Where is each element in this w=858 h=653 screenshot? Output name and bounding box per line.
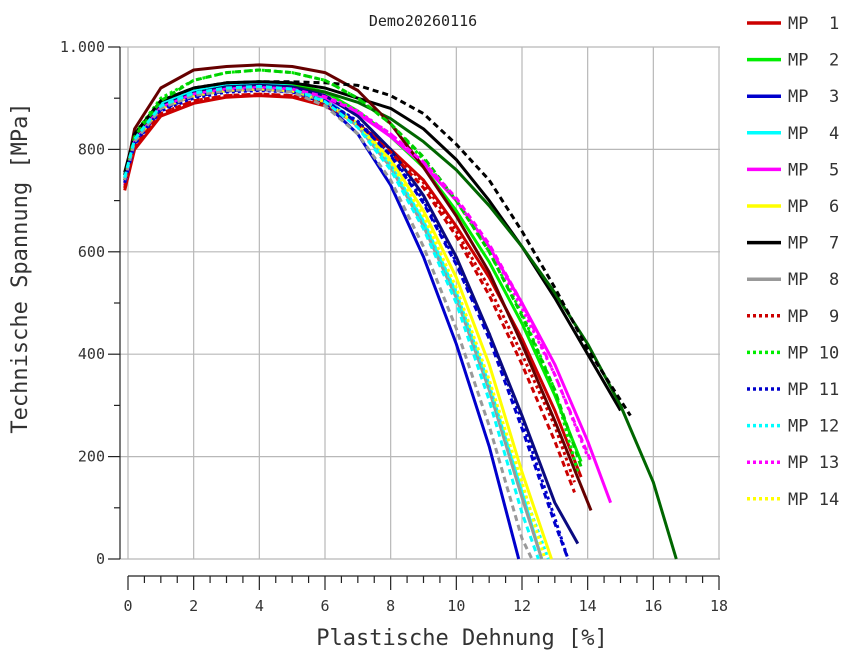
y-tick-label: 0 — [96, 550, 105, 568]
grid — [120, 46, 720, 560]
x-tick-label: 16 — [644, 597, 662, 615]
series-line — [123, 87, 547, 560]
series-line — [123, 87, 521, 560]
x-tick-label: 0 — [123, 597, 132, 615]
legend-label: MP 2 — [788, 51, 839, 71]
series-line — [123, 80, 632, 417]
y-tick-label: 200 — [78, 448, 105, 466]
x-tick-label: 4 — [255, 597, 264, 615]
y-tick-label: 600 — [78, 243, 105, 261]
series-line — [123, 83, 678, 560]
chart-title: Demo20260116 — [369, 12, 477, 30]
series-line — [123, 87, 534, 560]
legend-label: MP 3 — [788, 87, 839, 107]
x-tick-label: 2 — [189, 597, 198, 615]
series-line — [123, 82, 544, 560]
legend-label: MP 10 — [788, 343, 839, 363]
y-tick-label: 400 — [78, 345, 105, 363]
legend-label: MP 9 — [788, 307, 839, 327]
series-line — [123, 68, 580, 473]
legend-label: MP 11 — [788, 380, 839, 400]
curves — [123, 63, 678, 560]
series-line — [123, 63, 593, 511]
legend-label: MP 5 — [788, 160, 839, 180]
legend-label: MP 4 — [788, 124, 839, 144]
x-tick-label: 10 — [447, 597, 465, 615]
legend-label: MP 8 — [788, 270, 839, 290]
x-tick-label: 8 — [386, 597, 395, 615]
x-tick-label: 14 — [579, 597, 597, 615]
legend-label: MP 12 — [788, 417, 839, 437]
axes: 0 200 400 600 800 1.000 0 2 4 6 8 10 12 14 16 18 — [60, 38, 728, 615]
x-axis-label: Plastische Dehnung [%] — [316, 626, 607, 651]
legend-label: MP 1 — [788, 14, 839, 34]
x-tick-label: 18 — [710, 597, 728, 615]
x-tick-label: 12 — [513, 597, 531, 615]
series-line — [123, 84, 544, 560]
series-line — [123, 87, 553, 560]
series-line — [123, 85, 593, 463]
x-tick-label: 6 — [320, 597, 329, 615]
legend-label: MP 7 — [788, 234, 839, 254]
series-line — [123, 84, 540, 560]
legend-label: MP 13 — [788, 453, 839, 473]
series-line — [123, 88, 570, 560]
series-line — [123, 84, 550, 560]
y-tick-label: 800 — [78, 140, 105, 158]
legend-label: MP 6 — [788, 197, 839, 217]
legend: MP 1 MP 2 MP 3 MP 4 MP 5 MP 6 MP 7 MP 8 MP 9 MP 1… — [747, 14, 839, 510]
y-tick-label: 1.000 — [60, 38, 105, 56]
y-axis-label: Technische Spannung [MPa] — [8, 102, 33, 433]
legend-label: MP 14 — [788, 490, 839, 510]
